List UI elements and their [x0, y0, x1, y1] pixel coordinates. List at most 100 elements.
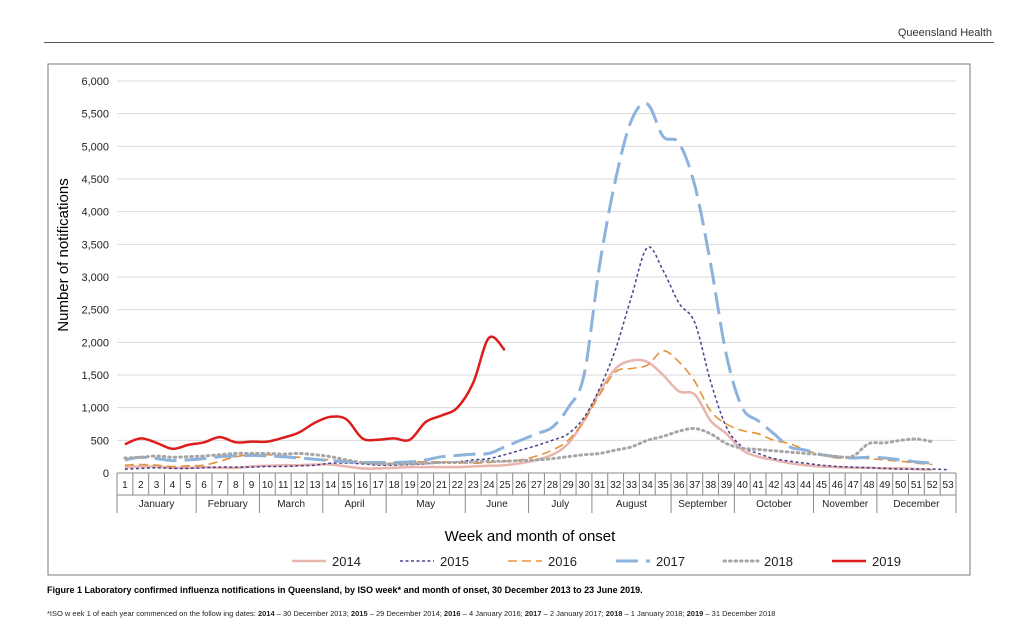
series-line-2018	[123, 427, 934, 466]
y-tick-label: 4,000	[81, 207, 109, 219]
week-tick-label: 17	[373, 480, 385, 491]
month-label: May	[416, 499, 435, 510]
week-tick-label: 25	[499, 480, 511, 491]
week-tick-label: 46	[832, 480, 844, 491]
week-tick-label: 51	[911, 480, 923, 491]
y-tick-label: 1,500	[81, 370, 109, 382]
week-tick-label: 50	[895, 480, 907, 491]
y-tick-label: 2,000	[81, 337, 109, 349]
month-label: November	[822, 499, 869, 510]
legend-label: 2016	[548, 554, 577, 569]
week-tick-label: 11	[278, 480, 289, 491]
y-axis-label: Number of notifications	[55, 178, 72, 331]
week-tick-label: 9	[249, 480, 255, 491]
month-label: August	[616, 499, 647, 510]
chart-frame	[47, 63, 971, 576]
week-tick-label: 24	[483, 480, 495, 491]
legend-label: 2019	[872, 554, 901, 569]
week-tick-label: 14	[325, 480, 337, 491]
footnote-year: 2019	[686, 609, 704, 618]
week-tick-label: 26	[515, 480, 527, 491]
footnote-year: 2016	[443, 609, 461, 618]
month-label: March	[277, 499, 305, 510]
week-tick-label: 40	[737, 480, 749, 491]
week-tick-label: 23	[468, 480, 480, 491]
week-tick-label: 41	[753, 480, 765, 491]
week-tick-label: 37	[689, 480, 701, 491]
week-tick-label: 53	[943, 480, 955, 491]
month-label: January	[139, 499, 175, 510]
week-tick-label: 21	[436, 480, 448, 491]
week-tick-label: 16	[357, 480, 369, 491]
week-tick-label: 1	[122, 480, 128, 491]
x-axis-label: Week and month of onset	[445, 528, 616, 545]
week-tick-label: 27	[531, 480, 543, 491]
y-tick-label: 6,000	[81, 76, 109, 88]
month-label: October	[756, 499, 792, 510]
week-tick-label: 44	[800, 480, 812, 491]
series-line-2016	[124, 350, 933, 468]
series-line-2015	[124, 246, 949, 471]
week-tick-label: 13	[309, 480, 321, 491]
week-tick-label: 49	[879, 480, 891, 491]
week-tick-label: 28	[547, 480, 559, 491]
series-lines	[123, 101, 949, 471]
week-tick-label: 18	[388, 480, 400, 491]
week-tick-label: 30	[578, 480, 590, 491]
week-tick-label: 34	[642, 480, 654, 491]
x-axis: 1 2 3 4 5 6 7 8 9 10 11 12 13 14 15 16 17 18 19 20 21 22 23 24 2…	[116, 473, 957, 513]
y-tick-label: 2,500	[81, 305, 109, 317]
y-tick-label: 5,000	[81, 141, 109, 153]
footnote-date: – 31 December 2018	[703, 609, 776, 618]
week-tick-label: 3	[154, 480, 160, 491]
series-line-2019	[124, 335, 506, 451]
week-tick-label: 32	[610, 480, 622, 491]
month-label: July	[551, 499, 569, 510]
y-tick-label: 3,000	[81, 272, 109, 284]
week-tick-label: 29	[563, 480, 575, 491]
week-tick-label: 15	[341, 480, 353, 491]
month-label: December	[893, 499, 940, 510]
week-tick-label: 2	[138, 480, 144, 491]
legend-label: 2017	[656, 554, 685, 569]
footnote-year: 2018	[605, 609, 623, 618]
week-tick-label: 33	[626, 480, 638, 491]
footnote-year: 2017	[524, 609, 542, 618]
footnote-year: 2015	[350, 609, 368, 618]
footnote: *ISO w eek 1 of each year commenced on t…	[47, 609, 775, 618]
week-tick-label: 4	[170, 480, 176, 491]
footnote-date: – 30 December 2013;	[274, 609, 351, 618]
week-tick-label: 12	[293, 480, 305, 491]
y-tick-label: 5,500	[81, 109, 109, 121]
y-tick-label: 3,500	[81, 239, 109, 251]
week-tick-label: 39	[721, 480, 733, 491]
footnote-date: – 4 January 2016;	[460, 609, 525, 618]
legend-label: 2014	[332, 554, 361, 569]
legend-label: 2015	[440, 554, 469, 569]
footnote-date: – 1 January 2018;	[622, 609, 687, 618]
footnote-intro: *ISO w eek 1 of each year commenced on t…	[47, 609, 258, 618]
series-line-2017	[124, 101, 933, 465]
legend: 2014 2015 2016 2017 2018 2019	[292, 554, 901, 569]
week-tick-label: 31	[594, 480, 606, 491]
gridlines	[117, 80, 956, 474]
week-tick-label: 38	[705, 480, 717, 491]
week-tick-label: 52	[927, 480, 939, 491]
week-tick-label: 35	[658, 480, 670, 491]
week-tick-label: 20	[420, 480, 432, 491]
y-axis-ticks: 0 500 1,000 1,500 2,000 2,500 3,000 3,500 4,000 4…	[81, 76, 109, 480]
week-tick-label: 19	[404, 480, 416, 491]
week-tick-label: 7	[217, 480, 223, 491]
month-label: September	[678, 499, 728, 510]
week-tick-label: 36	[673, 480, 685, 491]
week-tick-label: 6	[201, 480, 207, 491]
figure-caption: Figure 1 Laboratory confirmed influenza …	[47, 585, 643, 595]
month-label: February	[208, 499, 248, 510]
week-tick-label: 5	[185, 480, 191, 491]
month-label: June	[486, 499, 508, 510]
footnote-date: – 29 December 2014;	[367, 609, 444, 618]
week-tick-label: 43	[784, 480, 796, 491]
week-tick-label: 48	[863, 480, 875, 491]
month-label: April	[344, 499, 364, 510]
